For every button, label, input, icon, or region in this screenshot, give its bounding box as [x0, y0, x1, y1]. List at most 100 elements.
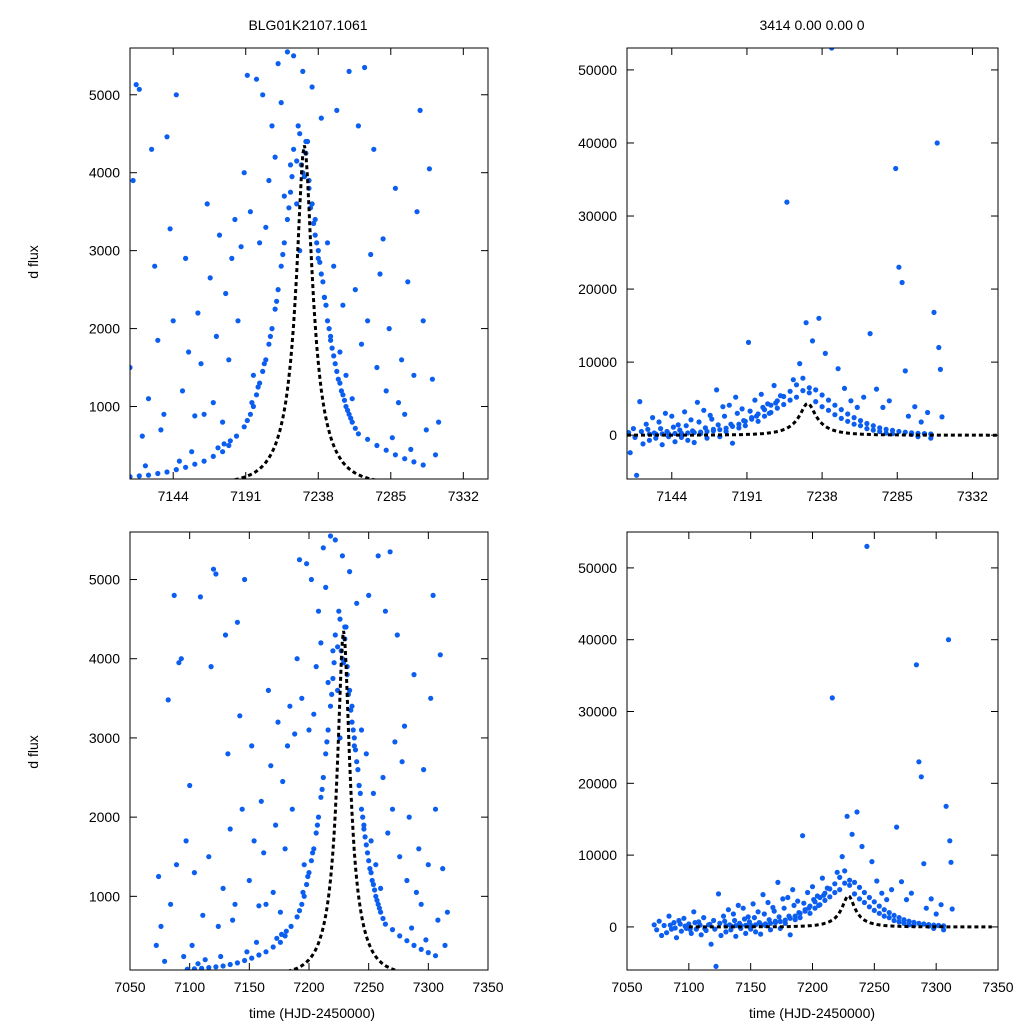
data-point	[664, 930, 670, 936]
data-point	[380, 236, 386, 242]
data-point	[659, 442, 665, 448]
data-point	[378, 909, 384, 915]
data-point	[854, 809, 860, 815]
data-point	[723, 929, 729, 935]
data-point	[659, 932, 665, 939]
y-tick-label: 2000	[89, 321, 120, 337]
data-point	[306, 727, 312, 733]
data-point	[242, 576, 248, 583]
data-point	[939, 414, 945, 420]
data-point	[430, 592, 436, 599]
data-point	[634, 472, 640, 478]
data-point	[283, 928, 289, 934]
data-point	[791, 902, 797, 909]
data-point	[358, 727, 365, 733]
data-point	[834, 869, 840, 875]
data-point	[936, 344, 942, 351]
data-point	[345, 407, 351, 413]
data-point	[319, 786, 325, 793]
data-point	[851, 415, 857, 421]
data-point	[315, 814, 322, 820]
data-point	[363, 751, 369, 757]
data-point	[829, 48, 835, 51]
x-tick-label: 7150	[735, 979, 766, 995]
data-point	[896, 919, 902, 925]
x-tick-label: 7191	[731, 488, 762, 504]
data-point	[402, 456, 408, 462]
data-point	[876, 903, 882, 909]
data-point	[210, 566, 217, 572]
data-point	[198, 361, 204, 367]
data-point	[640, 441, 646, 447]
data-point	[925, 409, 931, 416]
y-tick-label: 40000	[578, 632, 617, 648]
y-axis-label-top-left: d flux	[25, 245, 41, 278]
data-point	[315, 255, 321, 261]
data-point	[347, 569, 353, 575]
data-point	[947, 838, 953, 844]
data-point	[849, 831, 855, 837]
data-point	[672, 925, 678, 931]
x-tick-label: 7285	[882, 488, 913, 504]
data-point	[241, 424, 247, 430]
data-point	[341, 397, 348, 403]
data-point	[358, 341, 365, 347]
data-point	[576, 435, 581, 440]
data-point	[673, 935, 680, 941]
data-point	[275, 61, 281, 67]
data-point	[395, 400, 402, 406]
data-point	[337, 349, 343, 355]
x-tick-label: 7191	[230, 488, 261, 504]
data-point	[903, 897, 910, 903]
data-point	[581, 434, 586, 439]
data-point	[260, 92, 266, 98]
data-point	[411, 459, 417, 465]
data-point	[136, 86, 142, 92]
y-tick-label: 1000	[89, 399, 120, 415]
data-point	[864, 426, 870, 432]
data-point	[777, 918, 783, 925]
data-point	[691, 439, 697, 446]
data-point	[392, 739, 398, 745]
data-point	[832, 402, 838, 408]
data-point	[195, 961, 201, 967]
data-point	[313, 830, 319, 836]
data-point	[859, 843, 865, 850]
data-point	[733, 394, 739, 400]
data-point	[752, 397, 758, 403]
data-point	[876, 910, 882, 916]
data-point	[392, 185, 398, 191]
data-point	[416, 846, 422, 852]
data-point	[199, 965, 205, 970]
data-point	[308, 576, 314, 583]
x-tick-label: 7250	[353, 979, 384, 995]
data-point	[139, 433, 145, 439]
data-point	[662, 410, 669, 416]
data-point	[871, 907, 877, 914]
data-point	[268, 763, 274, 769]
data-point	[263, 357, 269, 363]
data-point	[249, 955, 255, 961]
data-point	[397, 854, 403, 860]
data-point	[377, 271, 383, 277]
data-point	[311, 220, 317, 226]
data-point	[263, 224, 269, 230]
data-point	[153, 942, 159, 949]
data-point	[300, 889, 306, 896]
data-point	[728, 421, 734, 427]
data-point	[677, 921, 683, 927]
data-point	[301, 893, 307, 899]
data-point	[230, 917, 236, 923]
y-tick-label: 50000	[578, 560, 617, 576]
data-point	[195, 310, 201, 316]
data-point	[797, 361, 803, 367]
data-point	[928, 435, 934, 441]
data-point	[220, 963, 226, 969]
data-point	[280, 251, 286, 258]
data-point	[806, 905, 812, 911]
data-point	[781, 905, 787, 911]
data-point	[323, 584, 329, 591]
data-point	[120, 423, 125, 428]
data-point	[366, 592, 372, 599]
